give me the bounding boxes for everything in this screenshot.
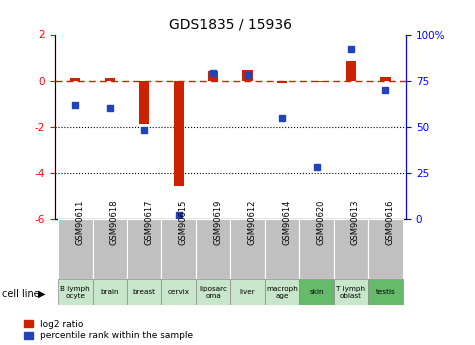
Bar: [277, 81, 287, 83]
Text: T lymph
oblast: T lymph oblast: [336, 286, 365, 299]
Point: [175, 213, 182, 218]
Text: liposarc
oma: liposarc oma: [199, 286, 227, 299]
Bar: [162, 279, 196, 305]
Text: GSM90620: GSM90620: [316, 199, 325, 245]
Text: GSM90617: GSM90617: [144, 199, 153, 245]
Bar: [265, 219, 299, 279]
Bar: [230, 219, 265, 279]
Text: brain: brain: [101, 289, 119, 295]
Point: [244, 72, 251, 78]
Text: GSM90613: GSM90613: [351, 199, 360, 245]
Text: liver: liver: [240, 289, 256, 295]
Bar: [58, 279, 93, 305]
Text: GSM90615: GSM90615: [179, 199, 188, 245]
Text: macroph
age: macroph age: [266, 286, 298, 299]
Bar: [380, 77, 390, 81]
Bar: [70, 78, 80, 81]
Bar: [104, 78, 115, 81]
Point: [381, 87, 389, 93]
Text: skin: skin: [309, 289, 324, 295]
Bar: [368, 279, 403, 305]
Text: GSM90611: GSM90611: [76, 199, 84, 245]
Text: B lymph
ocyte: B lymph ocyte: [60, 286, 90, 299]
Text: GSM90616: GSM90616: [385, 199, 394, 245]
Point: [141, 128, 148, 133]
Text: testis: testis: [376, 289, 395, 295]
Bar: [127, 219, 162, 279]
Text: breast: breast: [133, 289, 156, 295]
Bar: [299, 279, 334, 305]
Text: GSM90619: GSM90619: [213, 199, 222, 245]
Title: GDS1835 / 15936: GDS1835 / 15936: [169, 18, 292, 32]
Bar: [346, 61, 356, 81]
Point: [347, 47, 355, 52]
Bar: [196, 219, 230, 279]
Bar: [265, 279, 299, 305]
Bar: [230, 279, 265, 305]
Bar: [368, 219, 403, 279]
Bar: [127, 279, 162, 305]
Bar: [162, 219, 196, 279]
Text: cell line: cell line: [2, 289, 40, 299]
Text: ▶: ▶: [38, 289, 45, 299]
Point: [278, 115, 286, 120]
Text: GSM90612: GSM90612: [247, 199, 257, 245]
Point: [313, 165, 320, 170]
Bar: [311, 81, 322, 82]
Bar: [139, 81, 150, 125]
Bar: [196, 279, 230, 305]
Text: cervix: cervix: [168, 289, 190, 295]
Bar: [334, 279, 368, 305]
Bar: [242, 70, 253, 81]
Bar: [93, 219, 127, 279]
Point: [106, 106, 114, 111]
Point: [72, 102, 79, 107]
Bar: [334, 219, 368, 279]
Bar: [93, 279, 127, 305]
Bar: [299, 219, 334, 279]
Text: GSM90618: GSM90618: [110, 199, 119, 245]
Text: GSM90614: GSM90614: [282, 199, 291, 245]
Bar: [173, 81, 184, 186]
Bar: [58, 219, 93, 279]
Legend: log2 ratio, percentile rank within the sample: log2 ratio, percentile rank within the s…: [24, 320, 193, 341]
Bar: [208, 71, 219, 81]
Point: [209, 70, 217, 76]
